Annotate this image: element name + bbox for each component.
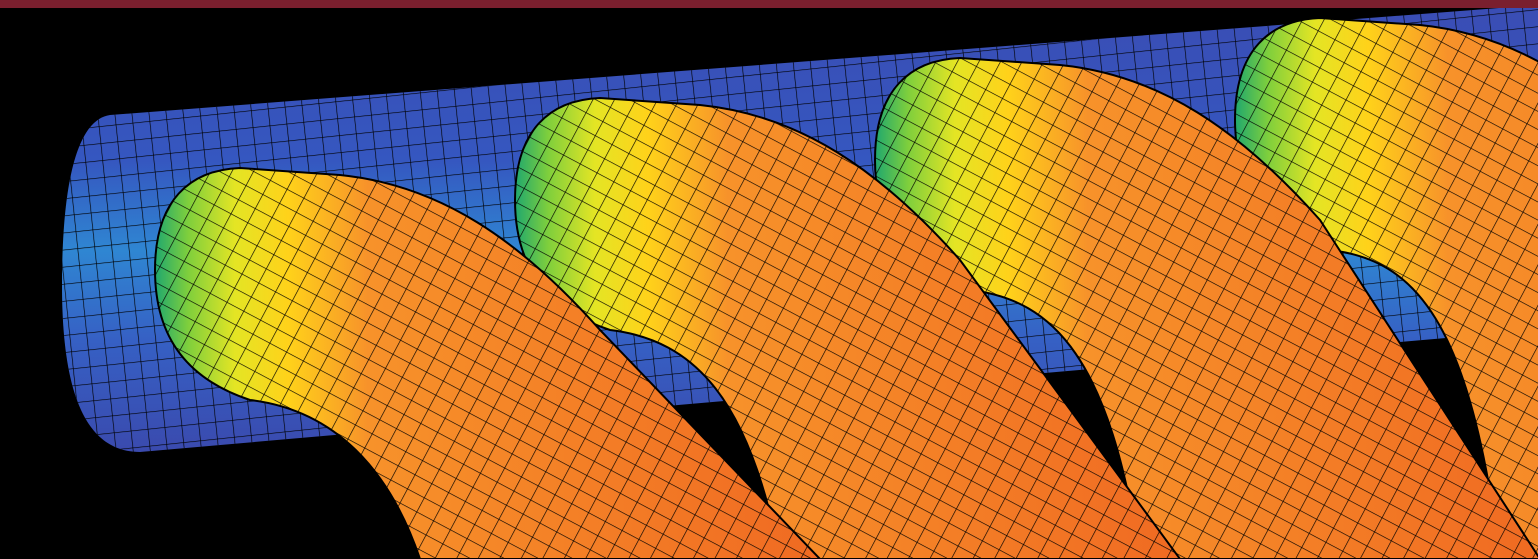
top-bar	[0, 0, 1538, 8]
tube	[515, 98, 1180, 559]
tube	[1235, 18, 1538, 559]
tube	[155, 168, 820, 559]
tubes	[153, 16, 1538, 559]
tube	[875, 58, 1538, 559]
